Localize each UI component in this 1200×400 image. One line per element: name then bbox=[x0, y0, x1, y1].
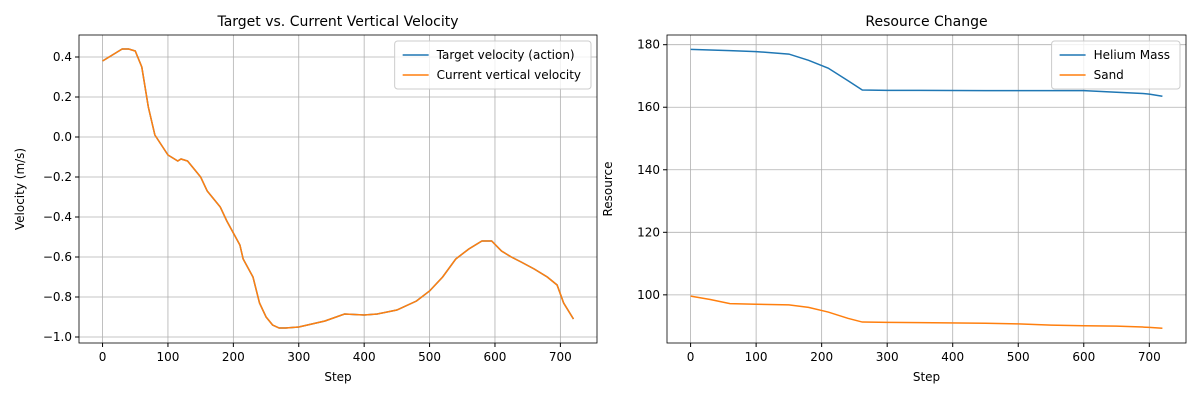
x-axis-label: Step bbox=[324, 370, 351, 384]
line-series bbox=[102, 48, 575, 329]
y-axis-label: Velocity (m/s) bbox=[13, 148, 27, 230]
legend: Target velocity (action) Current vertical… bbox=[394, 40, 592, 90]
x-tick-label: 400 bbox=[353, 350, 376, 364]
legend-label: Current vertical velocity bbox=[437, 68, 581, 82]
legend-label: Sand bbox=[1094, 68, 1124, 82]
x-tick-label: 400 bbox=[941, 350, 964, 364]
plot-frame bbox=[666, 34, 1187, 344]
chart-title: Resource Change bbox=[865, 14, 987, 30]
x-tick-label: 600 bbox=[484, 350, 507, 364]
line-series bbox=[690, 48, 1163, 98]
y-tick-label: −0.2 bbox=[43, 170, 72, 184]
x-tick-label: 0 bbox=[687, 350, 695, 364]
y-tick-label: 100 bbox=[637, 288, 660, 302]
legend-frame bbox=[394, 40, 592, 90]
y-tick-label: −0.6 bbox=[43, 250, 72, 264]
y-tick-label: 180 bbox=[637, 38, 660, 52]
x-axis-label: Step bbox=[913, 370, 940, 384]
legend-label: Helium Mass bbox=[1094, 48, 1170, 62]
legend-frame bbox=[1051, 40, 1181, 90]
x-tick-label: 200 bbox=[222, 350, 245, 364]
line-series bbox=[690, 295, 1163, 330]
x-tick-label: 0 bbox=[99, 350, 107, 364]
y-tick-label: 120 bbox=[637, 225, 660, 239]
x-tick-label: 100 bbox=[745, 350, 768, 364]
y-tick-label: 0.0 bbox=[53, 130, 72, 144]
y-tick-label: −0.4 bbox=[43, 210, 72, 224]
line-series bbox=[102, 48, 575, 329]
y-axis-label: Resource bbox=[601, 161, 615, 216]
x-tick-label: 200 bbox=[810, 350, 833, 364]
y-tick-label: −1.0 bbox=[43, 330, 72, 344]
y-tick-label: 0.4 bbox=[53, 50, 72, 64]
x-tick-label: 100 bbox=[156, 350, 179, 364]
legend-label: Target velocity (action) bbox=[436, 48, 575, 62]
x-tick-label: 500 bbox=[1007, 350, 1030, 364]
plot-frame bbox=[78, 34, 598, 344]
x-tick-label: 600 bbox=[1072, 350, 1095, 364]
chart-title: Target vs. Current Vertical Velocity bbox=[216, 14, 458, 30]
x-tick-label: 300 bbox=[287, 350, 310, 364]
x-tick-label: 500 bbox=[418, 350, 441, 364]
x-tick-label: 700 bbox=[549, 350, 572, 364]
x-tick-label: 300 bbox=[876, 350, 899, 364]
y-tick-label: 0.2 bbox=[53, 90, 72, 104]
y-tick-label: 160 bbox=[637, 100, 660, 114]
y-tick-label: 140 bbox=[637, 163, 660, 177]
legend: Helium Mass Sand bbox=[1051, 40, 1181, 90]
x-tick-label: 700 bbox=[1138, 350, 1161, 364]
y-tick-label: −0.8 bbox=[43, 290, 72, 304]
